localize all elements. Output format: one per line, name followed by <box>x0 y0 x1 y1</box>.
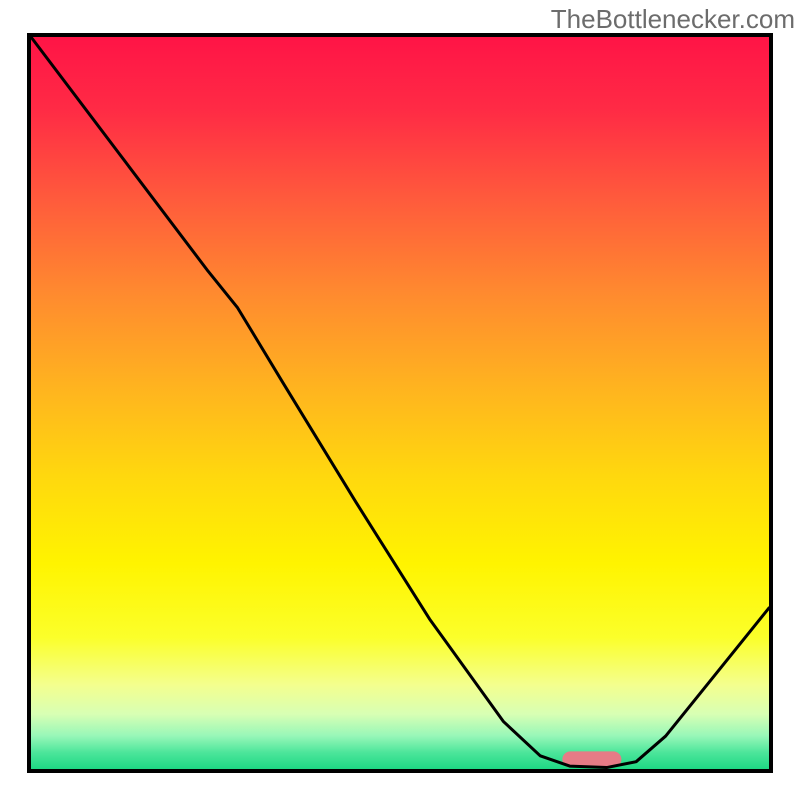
watermark-text: TheBottlenecker.com <box>551 4 795 35</box>
bottleneck-chart <box>0 0 800 800</box>
gradient-background <box>31 37 769 769</box>
